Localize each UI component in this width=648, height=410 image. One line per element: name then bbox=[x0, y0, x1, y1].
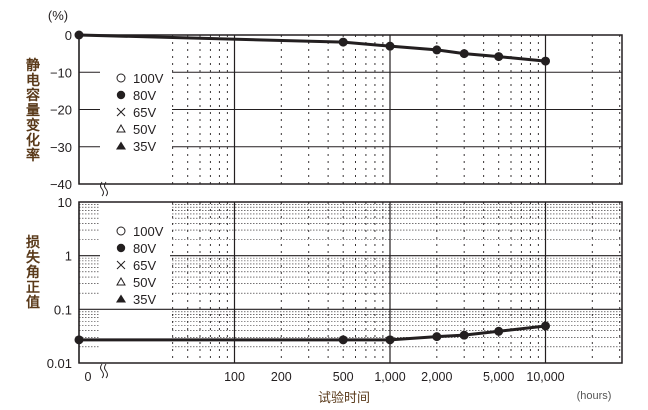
bottom-ytick-label: 0.1 bbox=[54, 302, 72, 317]
legend-label: 80V bbox=[133, 241, 156, 256]
x-tick-label: 200 bbox=[271, 370, 292, 384]
x-tick-label: 500 bbox=[333, 370, 354, 384]
legend-label: 35V bbox=[133, 139, 156, 154]
capacitance-change-data-point bbox=[494, 52, 504, 62]
bottom-legend-box bbox=[100, 220, 170, 306]
top-y-unit: (%) bbox=[48, 8, 68, 23]
legend-label: 50V bbox=[133, 275, 156, 290]
x-axis-title: 试验时间 bbox=[318, 390, 370, 405]
open-circle-marker-icon bbox=[116, 73, 126, 83]
legend-label: 65V bbox=[133, 105, 156, 120]
open-triangle-marker-icon bbox=[116, 276, 126, 286]
x-tick-label: 1,000 bbox=[374, 370, 405, 384]
axis-break-icon bbox=[100, 181, 104, 197]
bottom-ytick-label: 0.01 bbox=[47, 356, 72, 371]
top-ytick-label: 0 bbox=[65, 28, 72, 43]
top-y-axis-title: 静电容量变化率 bbox=[25, 57, 41, 163]
top-ytick-label: −40 bbox=[50, 177, 72, 192]
x-tick-label: 0 bbox=[85, 370, 92, 384]
bottom-y-axis-title: 损失角正值 bbox=[25, 234, 41, 310]
filled-circle-marker-icon bbox=[116, 243, 126, 253]
legend-label: 35V bbox=[133, 292, 156, 307]
axis-break-icon bbox=[104, 363, 108, 379]
capacitance-change-series-line bbox=[78, 33, 546, 63]
dissipation-factor-data-point bbox=[541, 321, 550, 331]
bottom-ytick-label: 10 bbox=[58, 195, 72, 210]
filled-triangle-marker-icon bbox=[116, 141, 126, 150]
axis-break-icon bbox=[100, 363, 104, 379]
legend-label: 65V bbox=[133, 258, 156, 273]
filled-triangle-marker-icon bbox=[116, 294, 126, 303]
dissipation-factor-data-point bbox=[338, 335, 348, 345]
x-tick-label: 2,000 bbox=[421, 370, 452, 384]
legend-label: 80V bbox=[133, 88, 156, 103]
legend-label: 50V bbox=[133, 122, 156, 137]
top-legend-box bbox=[100, 66, 170, 152]
bottom-ytick-label: 1 bbox=[65, 249, 72, 264]
cross-marker-icon bbox=[116, 260, 126, 270]
dissipation-factor-data-point bbox=[494, 326, 504, 336]
open-circle-marker-icon bbox=[116, 226, 126, 236]
bottom-plot-frame bbox=[78, 201, 623, 364]
top-ytick-label: −20 bbox=[50, 103, 72, 118]
capacitance-change-data-point bbox=[338, 37, 348, 47]
capacitance-change-data-point bbox=[541, 56, 550, 66]
capacitance-change-data-point bbox=[74, 30, 84, 40]
x-tick-label: 100 bbox=[224, 370, 245, 384]
open-triangle-marker-icon bbox=[116, 123, 126, 133]
top-plot-frame bbox=[78, 34, 623, 185]
dissipation-factor-series-line bbox=[79, 324, 546, 342]
dissipation-factor-data-point bbox=[385, 335, 395, 345]
legend-label: 100V bbox=[133, 224, 164, 239]
top-ytick-label: −30 bbox=[50, 140, 72, 155]
capacitance-change-data-point bbox=[385, 41, 395, 51]
x-axis-unit: (hours) bbox=[577, 390, 612, 402]
top-ytick-label: −10 bbox=[50, 65, 72, 80]
cross-marker-icon bbox=[116, 107, 126, 117]
x-tick-label: 10,000 bbox=[526, 370, 564, 384]
legend-label: 100V bbox=[133, 71, 164, 86]
filled-circle-marker-icon bbox=[116, 90, 126, 100]
axis-break-icon bbox=[104, 181, 108, 197]
capacitance-change-data-point bbox=[432, 45, 442, 55]
x-tick-label: 5,000 bbox=[483, 370, 514, 384]
capacitance-change-data-point bbox=[459, 49, 469, 59]
dissipation-factor-data-point bbox=[74, 335, 84, 345]
dissipation-factor-data-point bbox=[459, 330, 469, 340]
dissipation-factor-data-point bbox=[432, 332, 442, 342]
